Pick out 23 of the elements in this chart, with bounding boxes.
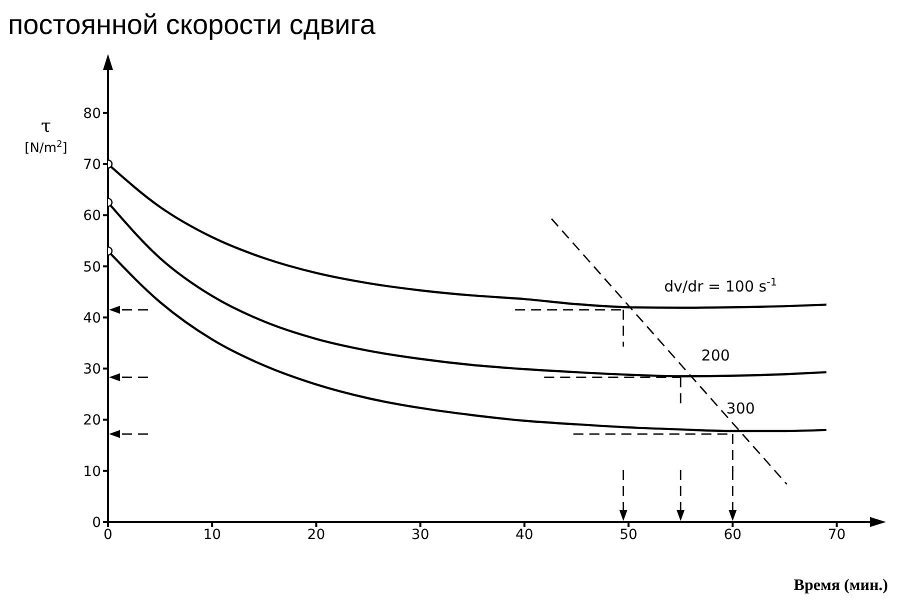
annotation: dv/dr = 100 s$^{-1}$ bbox=[664, 276, 778, 296]
x-tick-label: 70 bbox=[828, 526, 846, 543]
y-tick-label: 0 bbox=[92, 514, 101, 531]
x-tick-label: 50 bbox=[620, 526, 638, 543]
x-tick-label: 30 bbox=[411, 526, 430, 543]
y-tick-label: 30 bbox=[83, 362, 101, 378]
x-tick-label: 20 bbox=[307, 526, 326, 543]
y-tick-label: 60 bbox=[83, 208, 101, 224]
y-tick-label: 10 bbox=[83, 464, 101, 480]
x-axis-title: Время (мин.) bbox=[794, 577, 888, 594]
y-tick-label: 50 bbox=[83, 259, 101, 276]
x-tick-label: 40 bbox=[516, 526, 534, 543]
x-tick-label: 10 bbox=[203, 526, 222, 543]
annotation: 200 bbox=[701, 346, 730, 364]
y-tick-label: 40 bbox=[83, 310, 101, 326]
x-tick-label: 0 bbox=[104, 526, 112, 543]
y-tick-label: 70 bbox=[83, 157, 101, 174]
annotation: 300 bbox=[726, 399, 755, 418]
chart-title: постоянной скорости сдвига bbox=[8, 8, 376, 42]
y-axis-title: τ [N/m$^{2}$] bbox=[24, 116, 68, 156]
y-tick-label: 20 bbox=[83, 412, 101, 429]
x-tick-label: 60 bbox=[724, 526, 742, 543]
y-tick-label: 80 bbox=[83, 106, 101, 122]
